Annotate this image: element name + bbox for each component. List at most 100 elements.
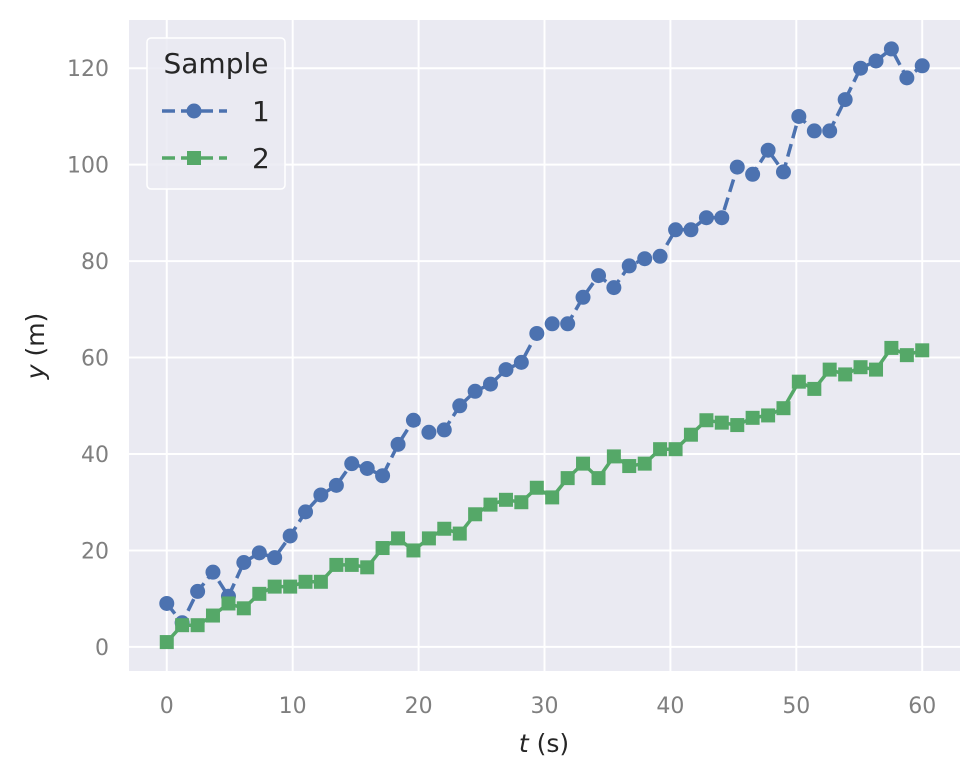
series-1-point — [853, 60, 869, 76]
series-2-point — [560, 471, 575, 486]
series-1-point — [513, 354, 529, 370]
y-tick-labels: 0 20 40 60 80 100 120 — [67, 57, 109, 661]
series-1-point — [251, 545, 267, 561]
series-2-point — [776, 401, 791, 416]
series-2-point — [329, 557, 344, 572]
series-2-point — [498, 492, 513, 507]
series-layer — [159, 41, 930, 650]
legend-marker — [187, 151, 201, 165]
legend-entry-2: 2 — [162, 142, 270, 175]
series-2-point — [791, 374, 806, 389]
series-1-point — [529, 325, 545, 341]
series-2-point — [730, 418, 745, 433]
series-2-point — [205, 608, 220, 623]
series-1-point — [405, 412, 421, 428]
series-2-point — [468, 507, 483, 522]
series-2-point — [483, 497, 498, 512]
series-2-point — [807, 381, 822, 396]
y-tick-label: 60 — [81, 347, 109, 372]
series-1-point — [822, 123, 838, 139]
series-2-point — [221, 596, 236, 611]
series-1-point — [714, 210, 730, 226]
series-1-point — [637, 251, 653, 267]
y-tick-label: 80 — [81, 250, 109, 275]
series-2-point — [252, 586, 267, 601]
series-1-point — [606, 280, 622, 296]
series-1-point — [328, 477, 344, 493]
series-2-point — [822, 362, 837, 377]
series-2-point — [283, 579, 298, 594]
series-2-point — [884, 340, 899, 355]
x-tick-label: 50 — [782, 694, 810, 719]
legend: Sample 1 2 — [146, 37, 286, 190]
series-1-point — [729, 159, 745, 175]
series-1-point — [436, 422, 452, 438]
series-2-point — [175, 618, 190, 633]
series-1-point — [837, 92, 853, 108]
y-tick-label: 20 — [81, 539, 109, 564]
series-2-point — [267, 579, 282, 594]
series-1-point — [883, 41, 899, 57]
series-1-point — [482, 376, 498, 392]
series-1-point — [575, 289, 591, 305]
series-1-point — [591, 268, 607, 284]
series-1-point — [914, 58, 930, 74]
series-1-point — [560, 316, 576, 332]
x-tick-label: 10 — [279, 694, 307, 719]
y-tick-label: 40 — [81, 443, 109, 468]
y-tick-label: 100 — [67, 154, 109, 179]
series-1-point — [282, 528, 298, 544]
series-2-point — [514, 495, 529, 510]
series-1-point — [683, 222, 699, 238]
series-2-point — [298, 574, 313, 589]
series-2-point — [915, 343, 930, 358]
series-2 — [159, 340, 930, 650]
series-2-point — [714, 415, 729, 430]
series-2-point — [653, 442, 668, 457]
series-2-point — [421, 531, 436, 546]
series-1-point — [313, 487, 329, 503]
x-tick-label: 0 — [160, 694, 174, 719]
series-2-point — [869, 362, 884, 377]
series-1-point — [267, 550, 283, 566]
series-1-point — [375, 468, 391, 484]
series-2-point — [576, 456, 591, 471]
series-2-point — [406, 543, 421, 558]
series-2-point — [853, 360, 868, 375]
series-1-point — [652, 248, 668, 264]
legend-label: 2 — [252, 142, 270, 175]
series-2-point — [452, 526, 467, 541]
series-1-point — [698, 210, 714, 226]
series-2-point — [606, 449, 621, 464]
series-1-point — [190, 583, 206, 599]
series-1-point — [775, 164, 791, 180]
series-1-point — [621, 258, 637, 274]
series-2-point — [637, 456, 652, 471]
legend-box — [146, 37, 286, 190]
series-1-point — [498, 362, 514, 378]
y-tick-label: 120 — [67, 57, 109, 82]
series-2-point — [591, 471, 606, 486]
series-1-point — [899, 70, 915, 86]
series-1-point — [390, 436, 406, 452]
series-1-point — [236, 555, 252, 570]
series-2-point — [699, 413, 714, 428]
legend-label: 1 — [252, 95, 270, 128]
series-2-point — [838, 367, 853, 382]
series-1-point — [791, 108, 807, 124]
series-2-point — [344, 557, 359, 572]
series-2-point — [313, 574, 328, 589]
series-1-point — [344, 456, 360, 472]
series-2-point — [745, 410, 760, 425]
x-tick-label: 60 — [908, 694, 936, 719]
series-1 — [159, 41, 930, 631]
legend-title: Sample — [164, 47, 269, 80]
series-2-point — [375, 541, 390, 556]
x-axis-label: t (s) — [519, 729, 569, 758]
series-2-point — [622, 459, 637, 474]
series-2-point — [668, 442, 683, 457]
gridlines — [129, 20, 960, 671]
x-tick-label: 20 — [405, 694, 433, 719]
y-axis-label: y (m) — [21, 313, 50, 381]
